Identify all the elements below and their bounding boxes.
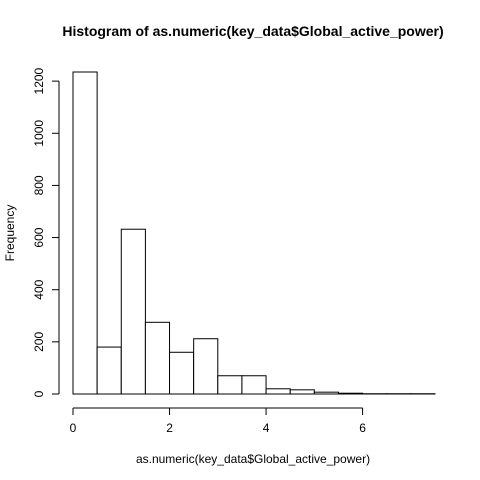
x-axis: 0 2 4 6 [70,407,366,435]
x-tick-label: 2 [166,421,173,435]
x-tick-label: 4 [263,421,270,435]
y-tick-label: 600 [32,227,46,247]
histogram-bar [217,375,243,395]
y-axis: 0 200 400 600 800 1000 1200 [32,67,60,397]
histogram-bar [72,71,98,395]
histogram-bar [169,351,195,395]
y-tick-label: 1200 [32,67,46,94]
histogram-bar [241,375,267,395]
histogram-bar [313,391,339,395]
histogram-bar [144,321,171,395]
x-tick-label: 0 [70,421,77,435]
y-tick-label: 400 [32,279,46,299]
x-axis-label: as.numeric(key_data$Global_active_power) [136,452,370,466]
y-tick-label: 200 [32,332,46,352]
histogram-bar [289,389,315,395]
histogram-bar [337,392,364,395]
y-tick-label: 1000 [32,120,46,147]
histogram-bars [72,71,436,395]
histogram-bar [193,338,219,395]
y-tick-label: 0 [32,390,46,397]
y-axis-label: Frequency [3,205,17,262]
histogram-bar [120,228,146,395]
y-tick-label: 800 [32,175,46,195]
x-tick-label: 6 [359,421,366,435]
histogram-bar [265,388,291,395]
histogram-bar [96,346,122,395]
chart-title: Histogram of as.numeric(key_data$Global_… [62,23,443,39]
